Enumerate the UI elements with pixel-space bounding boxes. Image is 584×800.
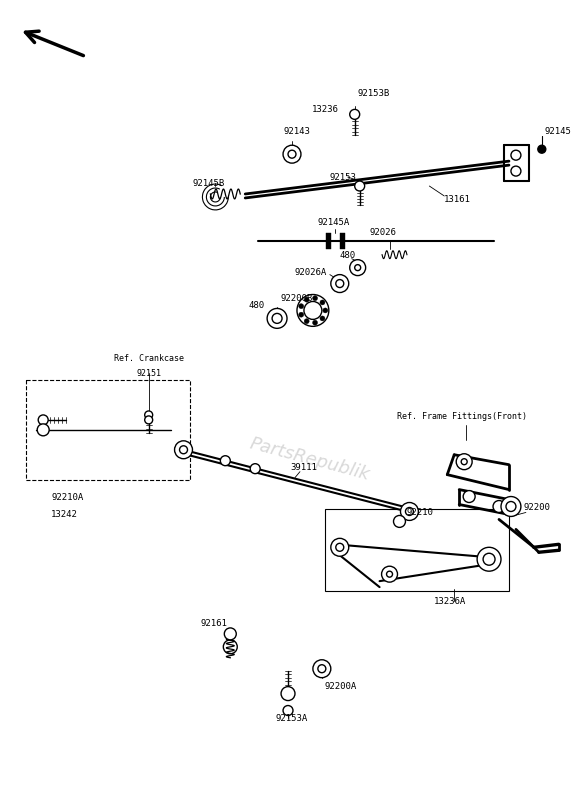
Circle shape [312,320,318,325]
Bar [326,233,331,249]
Circle shape [350,110,360,119]
Text: 92210A: 92210A [51,493,84,502]
Circle shape [304,318,309,324]
Text: 13161: 13161 [444,195,471,205]
Circle shape [250,464,260,474]
Circle shape [288,150,296,158]
Text: 92143: 92143 [283,126,310,136]
Text: 92200A: 92200A [325,682,357,691]
Circle shape [387,571,392,577]
Circle shape [175,441,193,458]
Circle shape [461,458,467,465]
Circle shape [320,300,325,305]
Circle shape [405,507,413,515]
Circle shape [304,302,322,319]
Circle shape [224,628,237,640]
Text: 92200: 92200 [524,503,551,512]
Text: 92026A: 92026A [295,268,327,277]
Text: 92210: 92210 [406,508,433,517]
Circle shape [283,706,293,715]
Circle shape [477,547,501,571]
Circle shape [267,309,287,328]
Circle shape [299,304,304,309]
Bar [340,233,345,249]
Text: 92161: 92161 [200,619,227,629]
Text: 92200B: 92200B [280,294,312,303]
Text: 13236: 13236 [312,105,339,114]
Circle shape [299,312,304,317]
Circle shape [336,543,344,551]
Circle shape [297,294,329,326]
Circle shape [493,501,505,513]
Circle shape [323,308,328,313]
Circle shape [220,456,230,466]
Text: PartsRepublik: PartsRepublik [248,435,372,485]
Circle shape [304,297,309,302]
Text: Ref. Crankcase: Ref. Crankcase [114,354,184,362]
Circle shape [331,538,349,556]
Circle shape [313,660,331,678]
Circle shape [538,146,546,153]
Text: 92145: 92145 [545,126,572,136]
Circle shape [511,150,521,160]
Circle shape [272,314,282,323]
Circle shape [381,566,398,582]
Circle shape [501,497,521,517]
Circle shape [145,411,152,419]
Circle shape [179,446,187,454]
Circle shape [336,279,344,287]
Text: 39111: 39111 [290,463,317,472]
Text: 92145B: 92145B [193,178,225,187]
Text: 480: 480 [340,251,356,260]
Circle shape [511,166,521,176]
Circle shape [37,424,49,436]
Text: 92145A: 92145A [318,218,350,227]
Text: 13236A: 13236A [434,597,467,606]
Circle shape [318,665,326,673]
Circle shape [281,686,295,701]
Circle shape [354,181,364,191]
Circle shape [312,296,318,301]
Circle shape [38,415,48,425]
Circle shape [350,260,366,275]
Text: 92153A: 92153A [275,714,307,723]
Circle shape [394,515,405,527]
Text: 480: 480 [248,301,265,310]
Circle shape [320,316,325,321]
Circle shape [456,454,472,470]
Text: Ref. Frame Fittings(Front): Ref. Frame Fittings(Front) [398,413,527,422]
Circle shape [401,502,418,521]
Circle shape [223,640,237,654]
Circle shape [145,416,152,424]
Circle shape [483,554,495,566]
Circle shape [463,490,475,502]
Circle shape [354,265,361,270]
Circle shape [283,146,301,163]
Text: 13242: 13242 [51,510,78,519]
Text: 92153: 92153 [330,173,357,182]
Circle shape [331,274,349,293]
Text: 92151: 92151 [136,369,161,378]
Circle shape [506,502,516,511]
Text: 92153B: 92153B [357,89,390,98]
Text: 92026: 92026 [370,228,397,238]
